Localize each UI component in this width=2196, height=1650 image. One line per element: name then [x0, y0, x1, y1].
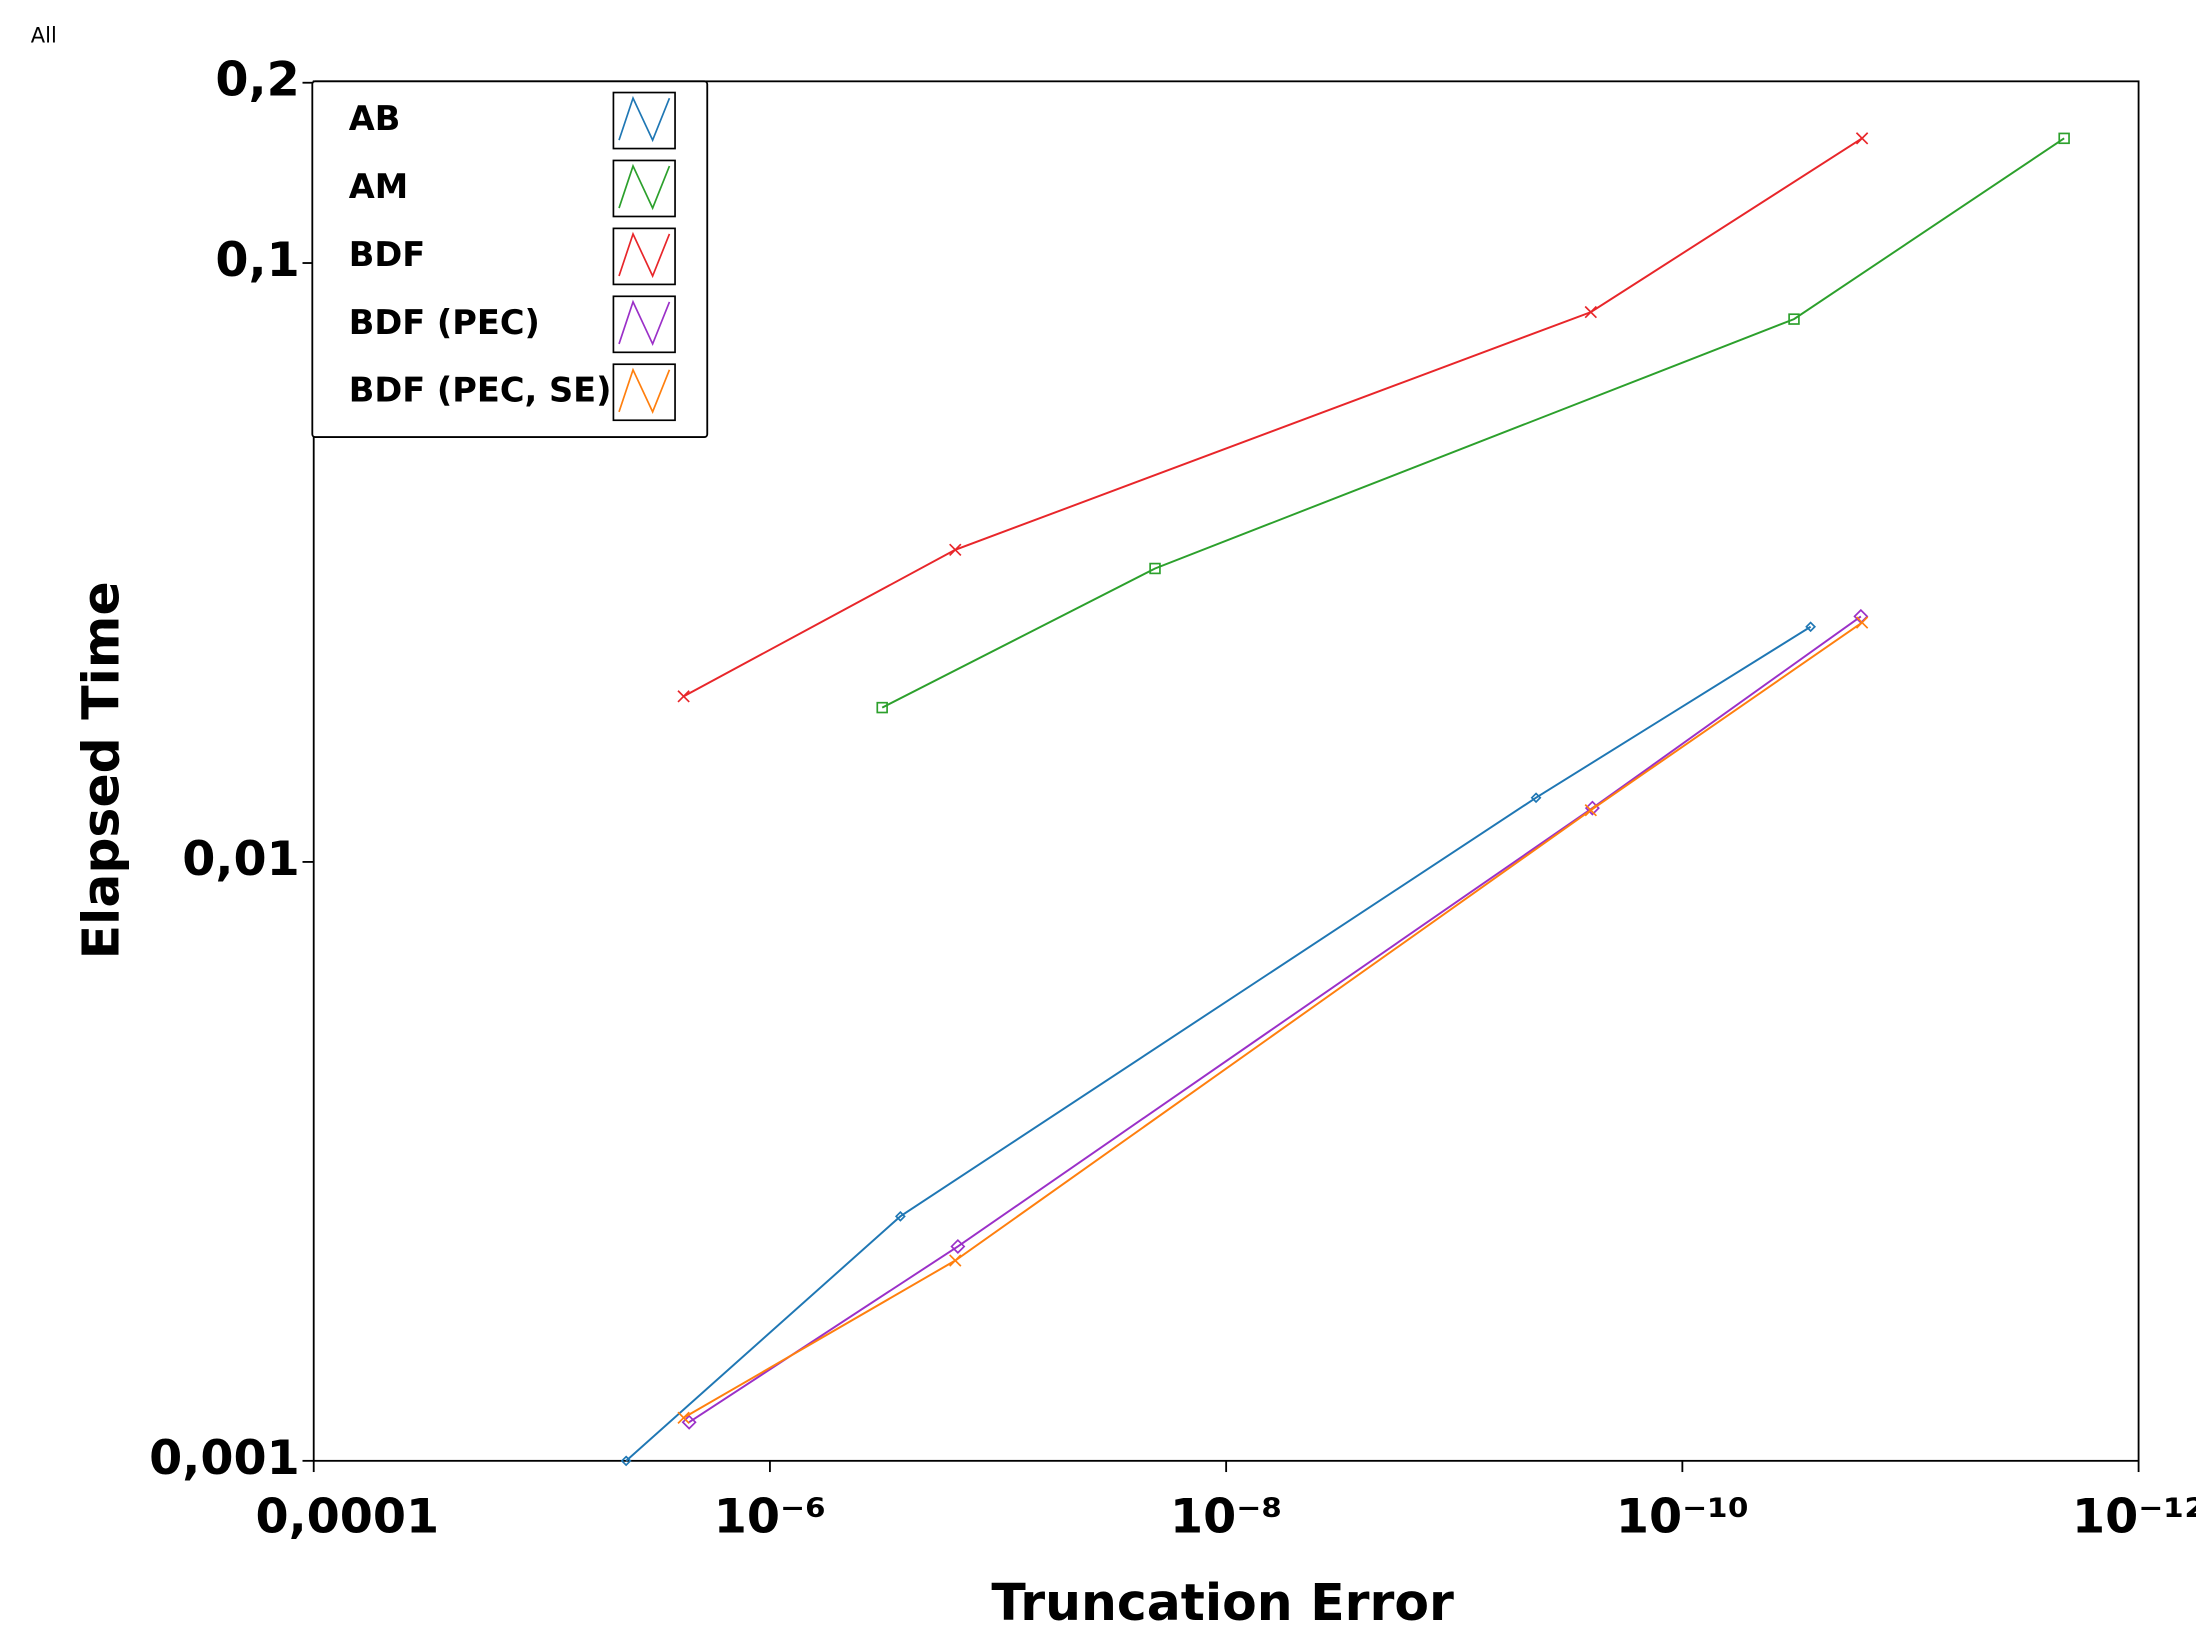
- series-line: [683, 621, 1863, 1419]
- legend-label: AB: [349, 99, 401, 138]
- marker: [1805, 621, 1817, 633]
- legend-icon: [618, 231, 671, 279]
- legend-label: BDF: [349, 235, 425, 274]
- legend-icon: [618, 95, 671, 143]
- series-line: [683, 137, 1863, 698]
- legend-label: AM: [349, 167, 408, 206]
- legend-box: [311, 80, 709, 438]
- y-tick-label: 0,01: [182, 832, 299, 887]
- marker: [1584, 804, 1597, 817]
- marker: [620, 1455, 632, 1467]
- marker: [876, 701, 888, 714]
- marker: [1788, 313, 1800, 325]
- y-tick-label: 0,1: [215, 233, 299, 288]
- x-tick-label: 10⁻⁶: [714, 1490, 826, 1545]
- marker: [2058, 132, 2070, 145]
- y-tick-label: 0,001: [149, 1431, 300, 1486]
- series-line: [881, 137, 2065, 709]
- marker: [677, 1411, 690, 1424]
- y-tick-label: 0,2: [215, 53, 299, 108]
- x-tick-label: 0,0001: [255, 1490, 439, 1545]
- legend-icon: [618, 163, 671, 211]
- y-axis-title: Elapsed Time: [72, 581, 131, 959]
- marker: [894, 1210, 906, 1222]
- marker: [1149, 562, 1161, 575]
- x-axis-title: Truncation Error: [991, 1573, 1454, 1632]
- x-tick-label: 10⁻¹⁰: [1616, 1490, 1749, 1545]
- series-line: [688, 615, 1862, 1424]
- marker: [1584, 305, 1597, 319]
- x-tick-label: 10⁻¹²: [2072, 1490, 2196, 1545]
- legend-label: BDF (PEC): [349, 303, 540, 342]
- marker: [1855, 132, 1869, 145]
- marker: [949, 543, 962, 557]
- x-tick-label: 10⁻⁸: [1170, 1490, 1282, 1545]
- marker: [677, 690, 690, 703]
- legend-label: BDF (PEC, SE): [349, 371, 612, 410]
- marker: [1855, 616, 1869, 629]
- marker: [949, 1254, 962, 1267]
- marker: [950, 1238, 966, 1254]
- legend-icon: [618, 299, 671, 347]
- series-line: [625, 625, 1812, 1462]
- legend-icon: [618, 367, 671, 414]
- marker: [1530, 792, 1542, 804]
- page-label: All: [31, 24, 57, 48]
